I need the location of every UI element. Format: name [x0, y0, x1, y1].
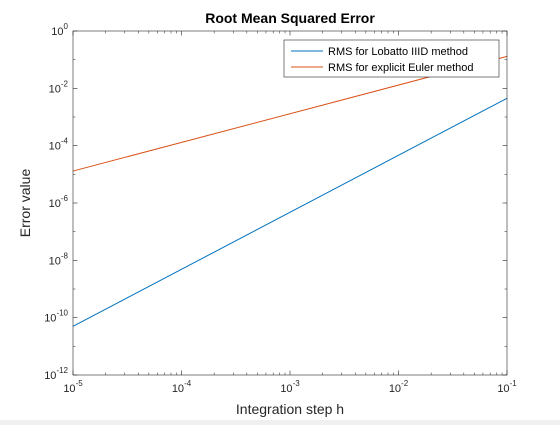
plot-area — [73, 31, 507, 375]
x-tick-label: 10-4 — [172, 379, 192, 395]
x-tick-label-exponent: -4 — [184, 379, 192, 388]
y-tick-label-base: 10 — [44, 370, 56, 382]
x-tick-label-exponent: -2 — [401, 379, 409, 388]
legend-box — [283, 39, 500, 78]
x-tick-label-base: 10 — [280, 383, 292, 395]
y-tick-label-base: 10 — [49, 83, 61, 95]
x-tick-label-base: 10 — [497, 383, 509, 395]
y-tick-label: 10-10 — [44, 309, 68, 325]
legend-entry-label: RMS for Lobatto IIID method — [328, 46, 468, 58]
y-tick-label: 10-12 — [44, 366, 68, 382]
series-line-lobatto-iiid — [72, 97, 508, 327]
x-tick-label-exponent: -1 — [510, 379, 518, 388]
y-tick-label-base: 10 — [49, 198, 61, 210]
y-tick-label-exponent: -12 — [56, 366, 68, 375]
y-tick-label-exponent: -8 — [61, 251, 69, 260]
x-tick-label-exponent: -5 — [76, 379, 84, 388]
y-tick-label: 10-2 — [49, 79, 69, 95]
chart-title: Root Mean Squared Error — [205, 10, 375, 26]
x-tick-label: 10-1 — [497, 379, 517, 395]
y-tick-label: 10-8 — [49, 251, 69, 267]
y-tick-label: 100 — [51, 22, 68, 38]
x-tick-label: 10-5 — [63, 379, 83, 395]
x-tick-label-base: 10 — [389, 383, 401, 395]
y-tick-label-base: 10 — [49, 141, 61, 153]
y-tick-label-base: 10 — [51, 26, 63, 38]
y-tick-label-exponent: 0 — [64, 22, 69, 31]
y-tick-label: 10-6 — [49, 194, 69, 210]
y-tick-label-exponent: -6 — [61, 194, 69, 203]
x-tick-label: 10-2 — [389, 379, 409, 395]
x-tick-label-base: 10 — [63, 383, 75, 395]
x-tick-label-base: 10 — [172, 383, 184, 395]
y-tick-label: 10-4 — [49, 137, 69, 153]
y-axis-label: Error value — [17, 169, 33, 238]
x-tick-labels: 10-5 10-4 10-3 10-2 10-1 — [63, 379, 517, 395]
x-tick-label-exponent: -3 — [293, 379, 301, 388]
x-axis-label: Integration step h — [236, 401, 344, 417]
legend[interactable]: RMS for Lobatto IIID method RMS for expli… — [283, 39, 500, 78]
legend-entry-label: RMS for explicit Euler method — [328, 62, 474, 74]
axes-box — [72, 30, 508, 376]
y-tick-label-exponent: -2 — [61, 79, 69, 88]
y-tick-label-exponent: -10 — [56, 309, 68, 318]
y-tick-label-exponent: -4 — [61, 137, 69, 146]
y-tick-label-base: 10 — [44, 313, 56, 325]
x-tick-label: 10-3 — [280, 379, 300, 395]
y-tick-label-base: 10 — [49, 255, 61, 267]
